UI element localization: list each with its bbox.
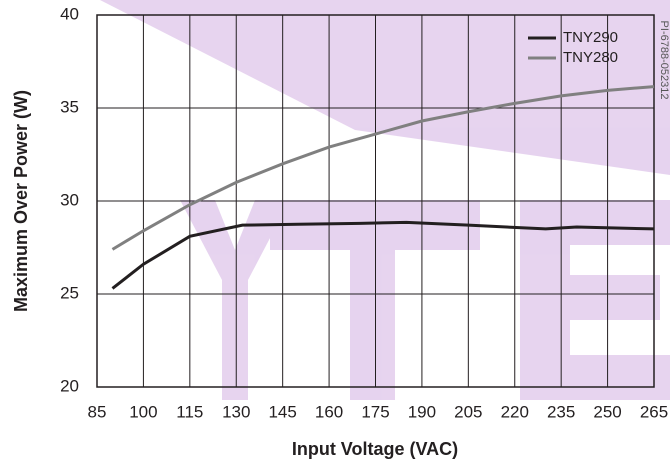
x-tick-label: 205 — [454, 402, 482, 421]
x-tick-label: 115 — [176, 402, 203, 421]
x-tick-label: 130 — [222, 402, 250, 421]
x-tick-label: 160 — [315, 402, 343, 421]
x-tick-label: 265 — [640, 402, 668, 421]
y-tick-label: 20 — [60, 376, 79, 395]
y-tick-label: 30 — [60, 190, 79, 209]
x-tick-label: 145 — [268, 402, 296, 421]
x-tick-label: 250 — [593, 402, 621, 421]
y-tick-label: 25 — [60, 283, 79, 302]
x-tick-label: 190 — [408, 402, 436, 421]
x-tick-label: 85 — [88, 402, 107, 421]
y-tick-label: 40 — [60, 4, 79, 23]
x-tick-label: 235 — [547, 402, 575, 421]
legend-label: TNY290 — [563, 29, 618, 46]
x-tick-label: 100 — [129, 402, 157, 421]
x-tick-label: 175 — [361, 402, 389, 421]
x-tick-label: 220 — [501, 402, 529, 421]
legend-label: TNY280 — [563, 49, 618, 66]
plot-frame — [96, 14, 655, 388]
data-line — [111, 220, 655, 290]
data-line — [111, 85, 655, 251]
y-tick-label: 35 — [60, 97, 79, 116]
figure-note: PI-6788-052312 — [658, 21, 670, 100]
y-axis-label: Maximum Over Power (W) — [11, 90, 31, 312]
x-axis-label: Input Voltage (VAC) — [292, 439, 458, 459]
